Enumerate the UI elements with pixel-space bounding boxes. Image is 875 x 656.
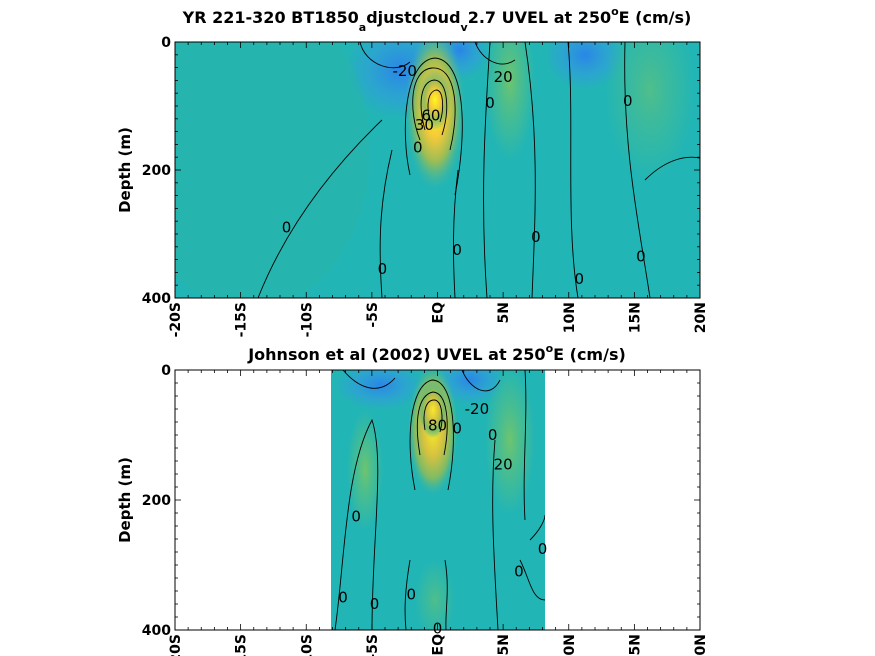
heatmap-field-bottom bbox=[331, 370, 545, 630]
x-tick-label: 15N bbox=[627, 634, 643, 656]
x-tick-label: -15S bbox=[234, 302, 250, 337]
contour-label: 0 bbox=[351, 507, 361, 525]
contour-label: 0 bbox=[488, 426, 498, 444]
axis-ticks-bottom bbox=[174, 369, 701, 631]
y-axis-label-top: Depth (m) bbox=[116, 127, 134, 213]
y-tick-label: 200 bbox=[142, 163, 171, 179]
contour-label: 0 bbox=[531, 228, 541, 246]
contour-label: 0 bbox=[406, 585, 416, 603]
contour-label: 0 bbox=[514, 563, 524, 581]
panel-bottom: Johnson et al (2002) UVEL at 250oE (cm/s… bbox=[116, 342, 709, 656]
chart-title-bottom: Johnson et al (2002) UVEL at 250oE (cm/s… bbox=[247, 342, 626, 364]
x-tick-label: EQ bbox=[431, 634, 447, 656]
contour-label: 0 bbox=[413, 139, 423, 157]
y-tick-labels-top: 0 200 400 bbox=[142, 35, 171, 307]
contour-label: 0 bbox=[282, 219, 292, 237]
contour-lines-top bbox=[257, 42, 700, 298]
x-tick-label: 20N bbox=[693, 302, 709, 333]
x-tick-label: 20N bbox=[693, 634, 709, 656]
contour-label: 0 bbox=[636, 247, 646, 265]
contour-label: 0 bbox=[538, 540, 548, 558]
contour-label: -20 bbox=[392, 62, 417, 80]
x-tick-label: -10S bbox=[299, 634, 315, 656]
contour-label: -20 bbox=[465, 400, 490, 418]
x-tick-label: EQ bbox=[431, 302, 447, 324]
contour-label: 0 bbox=[623, 92, 633, 110]
contour-label: 80 bbox=[428, 416, 447, 434]
x-tick-label: 10N bbox=[562, 302, 578, 333]
chart-title-top: YR 221-320 BT1850adjustcloudv2.7 UVEL at… bbox=[182, 5, 692, 34]
heatmap-field-top bbox=[175, 42, 700, 298]
contour-label: 20 bbox=[494, 455, 513, 473]
y-tick-label: 200 bbox=[142, 493, 171, 509]
contour-label: 0 bbox=[378, 260, 388, 278]
contour-label: 0 bbox=[485, 94, 495, 112]
x-tick-label: -20S bbox=[168, 302, 184, 337]
x-tick-label: -5S bbox=[365, 302, 381, 328]
x-tick-label: -20S bbox=[168, 634, 184, 656]
contour-label: 0 bbox=[370, 595, 380, 613]
x-tick-label: 5N bbox=[496, 302, 512, 323]
x-tick-label: -10S bbox=[299, 302, 315, 337]
x-tick-label: 10N bbox=[562, 634, 578, 656]
contour-lines-bottom bbox=[334, 370, 545, 630]
x-tick-label: 15N bbox=[627, 302, 643, 333]
contour-label: 30 bbox=[415, 116, 434, 134]
panel-top: YR 221-320 BT1850adjustcloudv2.7 UVEL at… bbox=[116, 5, 709, 337]
x-tick-labels-top: -20S -15S -10S -5S EQ 5N 10N 15N 20N bbox=[168, 302, 709, 337]
y-tick-labels-bottom: 0 200 400 bbox=[142, 363, 171, 639]
x-tick-labels-bottom: -20S -15S -10S -5S EQ 5N 10N 15N 20N bbox=[168, 634, 709, 656]
axis-ticks-top bbox=[174, 41, 701, 299]
contour-label: 0 bbox=[452, 241, 462, 259]
y-tick-label: 400 bbox=[142, 291, 171, 307]
y-axis-label-bottom: Depth (m) bbox=[116, 457, 134, 543]
x-tick-label: -15S bbox=[234, 634, 250, 656]
contour-label: 0 bbox=[574, 270, 584, 288]
contour-label: 60 bbox=[421, 107, 440, 125]
contour-label: 0 bbox=[338, 589, 348, 607]
contour-label: 0 bbox=[452, 420, 462, 438]
x-tick-label: 5N bbox=[496, 634, 512, 655]
y-tick-label: 0 bbox=[161, 363, 171, 379]
contour-label: 20 bbox=[494, 68, 513, 86]
y-tick-label: 400 bbox=[142, 623, 171, 639]
y-tick-label: 0 bbox=[161, 35, 171, 51]
x-tick-label: -5S bbox=[365, 634, 381, 656]
